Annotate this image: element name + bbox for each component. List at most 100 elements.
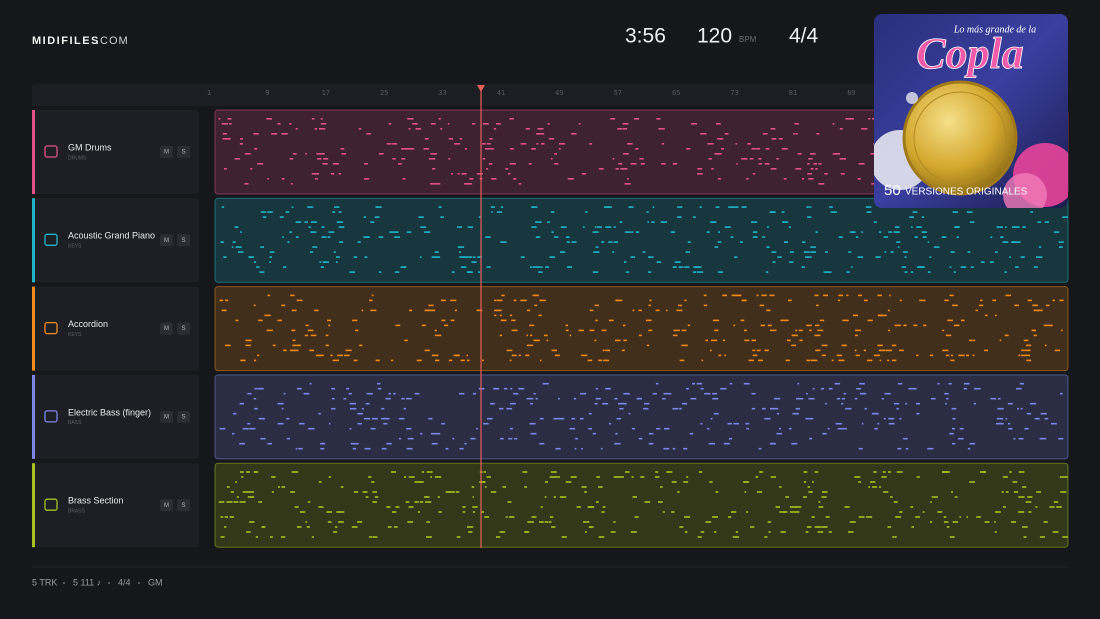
ruler (32, 84, 1068, 106)
note (569, 427, 576, 430)
note (1034, 417, 1040, 420)
solo-button[interactable] (177, 146, 190, 158)
note (500, 319, 507, 322)
note (603, 206, 610, 208)
track-name: Electric Bass (finger) (68, 407, 151, 417)
note (770, 329, 777, 332)
note (581, 354, 588, 357)
note (535, 397, 538, 400)
note (295, 221, 302, 223)
note (1058, 246, 1063, 248)
note (267, 211, 273, 213)
note (672, 407, 679, 410)
mute-button[interactable] (160, 499, 173, 512)
note (858, 163, 865, 165)
note (861, 422, 864, 425)
note (875, 412, 879, 415)
note (670, 231, 676, 233)
note (414, 501, 419, 503)
mute-button[interactable] (160, 146, 173, 158)
note (941, 471, 948, 473)
note (927, 271, 931, 273)
note (598, 359, 603, 362)
note (1029, 402, 1037, 405)
note (229, 516, 234, 518)
note (460, 266, 467, 268)
track-lane (214, 374, 1069, 460)
note (744, 339, 750, 342)
note (430, 153, 437, 155)
note (628, 206, 634, 208)
note (1002, 476, 1008, 478)
album-title: Copla (916, 29, 1024, 78)
note (428, 304, 434, 307)
note (226, 501, 233, 503)
mute-button[interactable] (160, 410, 173, 423)
note (312, 246, 318, 248)
solo-button[interactable] (177, 234, 190, 247)
note (592, 432, 596, 435)
note (1025, 501, 1032, 503)
mute-button[interactable] (160, 234, 173, 247)
notes (218, 471, 1068, 538)
note (371, 481, 375, 483)
note (613, 476, 619, 478)
note (970, 266, 974, 268)
playhead-handle[interactable] (477, 85, 485, 92)
note (391, 511, 397, 513)
solo-button[interactable] (177, 322, 190, 335)
note (746, 511, 749, 513)
note (1017, 226, 1020, 228)
note (589, 309, 594, 312)
note (598, 486, 603, 488)
note (245, 344, 251, 347)
coin-ring (913, 91, 1007, 185)
note (777, 256, 782, 258)
solo-button[interactable] (177, 499, 190, 512)
note (884, 392, 891, 395)
note (229, 123, 232, 125)
note (271, 133, 278, 135)
note (253, 304, 256, 307)
note (703, 304, 708, 307)
note (677, 261, 681, 263)
note (369, 536, 372, 538)
note (941, 236, 947, 238)
note (712, 221, 717, 223)
note (678, 304, 683, 307)
note (404, 407, 406, 410)
note (868, 118, 871, 120)
note (424, 138, 429, 140)
glare (906, 92, 918, 104)
note (546, 339, 549, 342)
note (796, 397, 800, 400)
note (426, 471, 433, 473)
note (509, 314, 513, 317)
note (253, 397, 257, 400)
note (246, 531, 251, 533)
note (955, 226, 960, 228)
note (461, 173, 467, 175)
note (1012, 481, 1018, 483)
mute-button[interactable] (160, 322, 173, 335)
note (879, 231, 882, 233)
ruler-label: 57 (614, 89, 622, 97)
note (645, 319, 652, 322)
note (614, 442, 621, 445)
note (744, 491, 747, 493)
note (389, 231, 395, 233)
note (236, 496, 239, 498)
solo-button[interactable] (177, 410, 190, 423)
note (277, 486, 281, 488)
solo-label: S (181, 503, 185, 509)
note (764, 417, 771, 420)
note (828, 531, 832, 533)
note (679, 407, 682, 410)
note (332, 397, 335, 400)
note (715, 206, 720, 208)
note (984, 314, 988, 317)
note (838, 299, 841, 302)
note (595, 501, 599, 503)
note (341, 153, 347, 155)
note (374, 496, 379, 498)
